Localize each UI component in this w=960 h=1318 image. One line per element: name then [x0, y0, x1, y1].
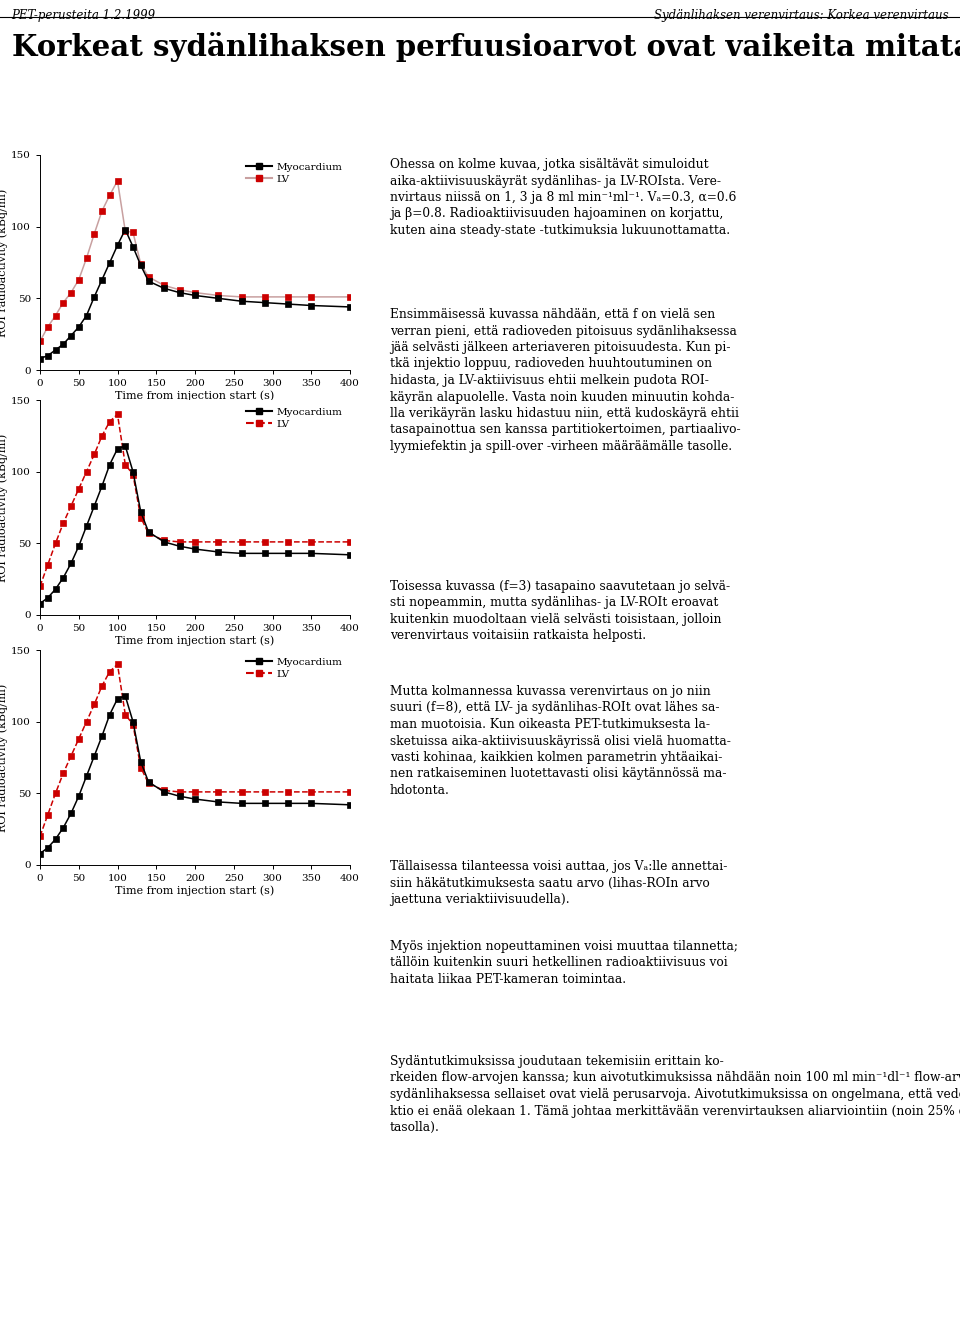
Legend: Myocardium, LV: Myocardium, LV [244, 655, 345, 681]
Text: Toisessa kuvassa (f=3) tasapaino saavutetaan jo selvä-
sti nopeammin, mutta sydä: Toisessa kuvassa (f=3) tasapaino saavute… [390, 580, 731, 642]
Y-axis label: ROI radioactivity (kBq/ml): ROI radioactivity (kBq/ml) [0, 188, 9, 336]
Text: Tällaisessa tilanteessa voisi auttaa, jos Vₐ:lle annettai-
siin häkätutkimuksest: Tällaisessa tilanteessa voisi auttaa, jo… [390, 861, 728, 905]
Y-axis label: ROI radioactivity (kBq/ml): ROI radioactivity (kBq/ml) [0, 683, 9, 832]
Text: Mutta kolmannessa kuvassa verenvirtaus on jo niin
suuri (f=8), että LV- ja sydän: Mutta kolmannessa kuvassa verenvirtaus o… [390, 685, 731, 797]
Text: Sydäntutkimuksissa joudutaan tekemisiin erittain ko-
rkeiden flow-arvojen kanssa: Sydäntutkimuksissa joudutaan tekemisiin … [390, 1054, 960, 1133]
Text: Korkeat sydänlihaksen perfuusioarvot ovat vaikeita mitata: Korkeat sydänlihaksen perfuusioarvot ova… [12, 32, 960, 62]
Y-axis label: ROI radioactivity (kBq/ml): ROI radioactivity (kBq/ml) [0, 434, 9, 581]
X-axis label: Time from injection start (s): Time from injection start (s) [115, 635, 275, 646]
Text: PET-perusteita 1.2.1999: PET-perusteita 1.2.1999 [12, 8, 156, 21]
Text: Sydänlihaksen verenvirtaus: Korkea verenvirtaus: Sydänlihaksen verenvirtaus: Korkea veren… [654, 8, 948, 21]
Legend: Myocardium, LV: Myocardium, LV [244, 161, 345, 186]
X-axis label: Time from injection start (s): Time from injection start (s) [115, 886, 275, 896]
Text: Ohessa on kolme kuvaa, jotka sisältävät simuloidut
aika-aktiivisuuskäyrät sydänl: Ohessa on kolme kuvaa, jotka sisältävät … [390, 158, 736, 237]
Text: Myös injektion nopeuttaminen voisi muuttaa tilannetta;
tällöin kuitenkin suuri h: Myös injektion nopeuttaminen voisi muutt… [390, 940, 738, 986]
X-axis label: Time from injection start (s): Time from injection start (s) [115, 391, 275, 402]
Text: Ensimmäisessä kuvassa nähdään, että f on vielä sen
verran pieni, että radioveden: Ensimmäisessä kuvassa nähdään, että f on… [390, 308, 740, 453]
Legend: Myocardium, LV: Myocardium, LV [244, 405, 345, 431]
